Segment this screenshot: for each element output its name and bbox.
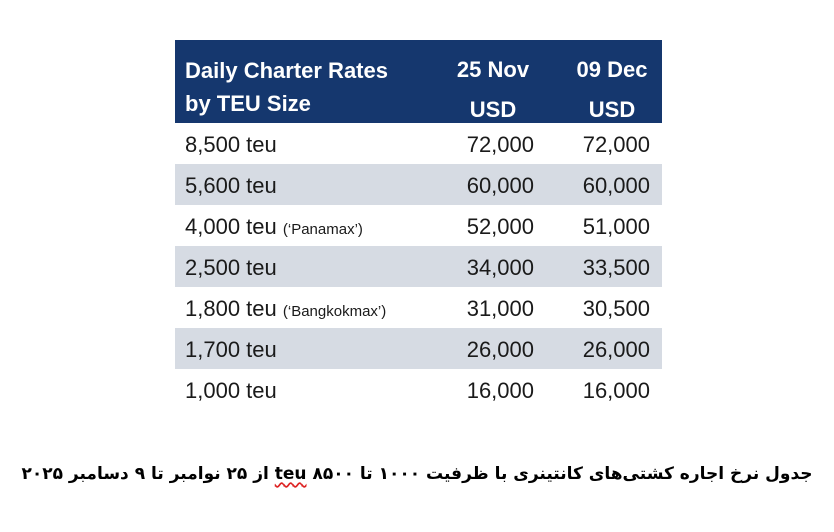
table-row: 1,800 teu (‘Bangkokmax’) 31,000 30,500	[175, 287, 662, 328]
table-row: 8,500 teu 72,000 72,000	[175, 123, 662, 164]
row-size-cell: 1,800 teu (‘Bangkokmax’)	[185, 296, 386, 322]
row-dec09-value: 72,000	[582, 132, 650, 157]
row-size-cell: 1,000 teu	[185, 378, 277, 404]
row-dec09-value: 33,500	[582, 255, 650, 280]
header-nov25-date: 25 Nov	[456, 57, 530, 82]
row-size-cell: 4,000 teu (‘Panamax’)	[185, 214, 363, 240]
table-row: 1,700 teu 26,000 26,000	[175, 328, 662, 369]
row-nov25-value: 31,000	[466, 296, 534, 321]
row-note: (‘Panamax’)	[282, 221, 363, 238]
row-dec09-value: 30,500	[582, 296, 650, 321]
table-caption: جدول نرخ اجاره کشتی‌های کانتینری با ظرفی…	[0, 464, 834, 484]
charter-rates-table: Daily Charter Rates by TEU Size 25 Nov U…	[175, 40, 662, 410]
table-row: 4,000 teu (‘Panamax’) 52,000 51,000	[175, 205, 662, 246]
row-nov25-value: 60,000	[466, 173, 534, 198]
header-label-line2: by TEU Size	[185, 91, 311, 116]
row-size: 2,500 teu	[185, 255, 277, 280]
header-label-line1: Daily Charter Rates	[185, 58, 388, 83]
row-size-cell: 5,600 teu	[185, 173, 277, 199]
row-size: 8,500 teu	[185, 132, 277, 157]
table-row: 5,600 teu 60,000 60,000	[175, 164, 662, 205]
header-col-nov25: 25 Nov USD	[443, 50, 543, 130]
row-size: 1,000 teu	[185, 378, 277, 403]
row-dec09-value: 26,000	[582, 337, 650, 362]
row-dec09-value: 60,000	[582, 173, 650, 198]
row-size-cell: 8,500 teu	[185, 132, 277, 158]
row-dec09-value: 51,000	[582, 214, 650, 239]
header-label: Daily Charter Rates by TEU Size	[185, 54, 388, 120]
row-size: 1,700 teu	[185, 337, 277, 362]
row-nov25-value: 26,000	[466, 337, 534, 362]
header-dec09-date: 09 Dec	[576, 57, 648, 82]
row-nov25-value: 34,000	[466, 255, 534, 280]
row-size: 1,800 teu	[185, 296, 277, 321]
row-size: 4,000 teu	[185, 214, 277, 239]
row-nov25-value: 16,000	[466, 378, 534, 403]
row-nov25-value: 72,000	[466, 132, 534, 157]
row-note: (‘Bangkokmax’)	[282, 303, 387, 320]
header-nov25-unit: USD	[469, 97, 517, 122]
row-size: 5,600 teu	[185, 173, 277, 198]
row-size-cell: 1,700 teu	[185, 337, 277, 363]
caption-text-end: از ۲۵ نوامبر تا ۹ دسامبر ۲۰۲۵	[21, 464, 275, 484]
table-row: 2,500 teu 34,000 33,500	[175, 246, 662, 287]
row-dec09-value: 16,000	[582, 378, 650, 403]
table-header: Daily Charter Rates by TEU Size 25 Nov U…	[175, 40, 662, 123]
header-dec09-unit: USD	[588, 97, 636, 122]
header-col-dec09: 09 Dec USD	[562, 50, 662, 130]
row-size-cell: 2,500 teu	[185, 255, 277, 281]
table-row: 1,000 teu 16,000 16,000	[175, 369, 662, 410]
caption-teu: teu	[274, 464, 307, 484]
caption-text-start: جدول نرخ اجاره کشتی‌های کانتینری با ظرفی…	[306, 464, 813, 484]
row-nov25-value: 52,000	[466, 214, 534, 239]
